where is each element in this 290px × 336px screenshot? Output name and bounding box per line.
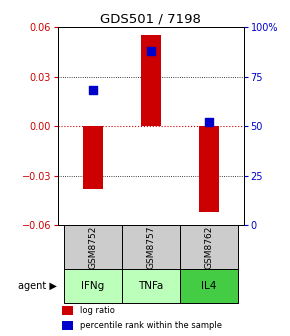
Title: GDS501 / 7198: GDS501 / 7198 (100, 13, 201, 26)
FancyBboxPatch shape (180, 225, 238, 269)
Bar (83, 126, 103, 189)
Text: GSM8752: GSM8752 (88, 225, 97, 269)
FancyBboxPatch shape (64, 225, 122, 269)
Point (90, 88, 95, 93)
Point (206, 120, 211, 125)
Bar (141, 35, 161, 126)
Text: log ratio: log ratio (80, 306, 115, 315)
FancyBboxPatch shape (122, 225, 180, 269)
Bar (199, 126, 219, 212)
Text: GSM8757: GSM8757 (146, 225, 155, 269)
Text: GSM8762: GSM8762 (204, 225, 213, 269)
Text: agent ▶: agent ▶ (18, 281, 57, 291)
FancyBboxPatch shape (64, 269, 122, 303)
Bar (62, 306, 73, 316)
Point (148, 48, 153, 53)
Bar (62, 321, 73, 330)
Text: IFNg: IFNg (81, 281, 104, 291)
Text: TNFa: TNFa (138, 281, 164, 291)
Text: percentile rank within the sample: percentile rank within the sample (80, 321, 222, 330)
FancyBboxPatch shape (122, 269, 180, 303)
FancyBboxPatch shape (180, 269, 238, 303)
Text: IL4: IL4 (201, 281, 217, 291)
